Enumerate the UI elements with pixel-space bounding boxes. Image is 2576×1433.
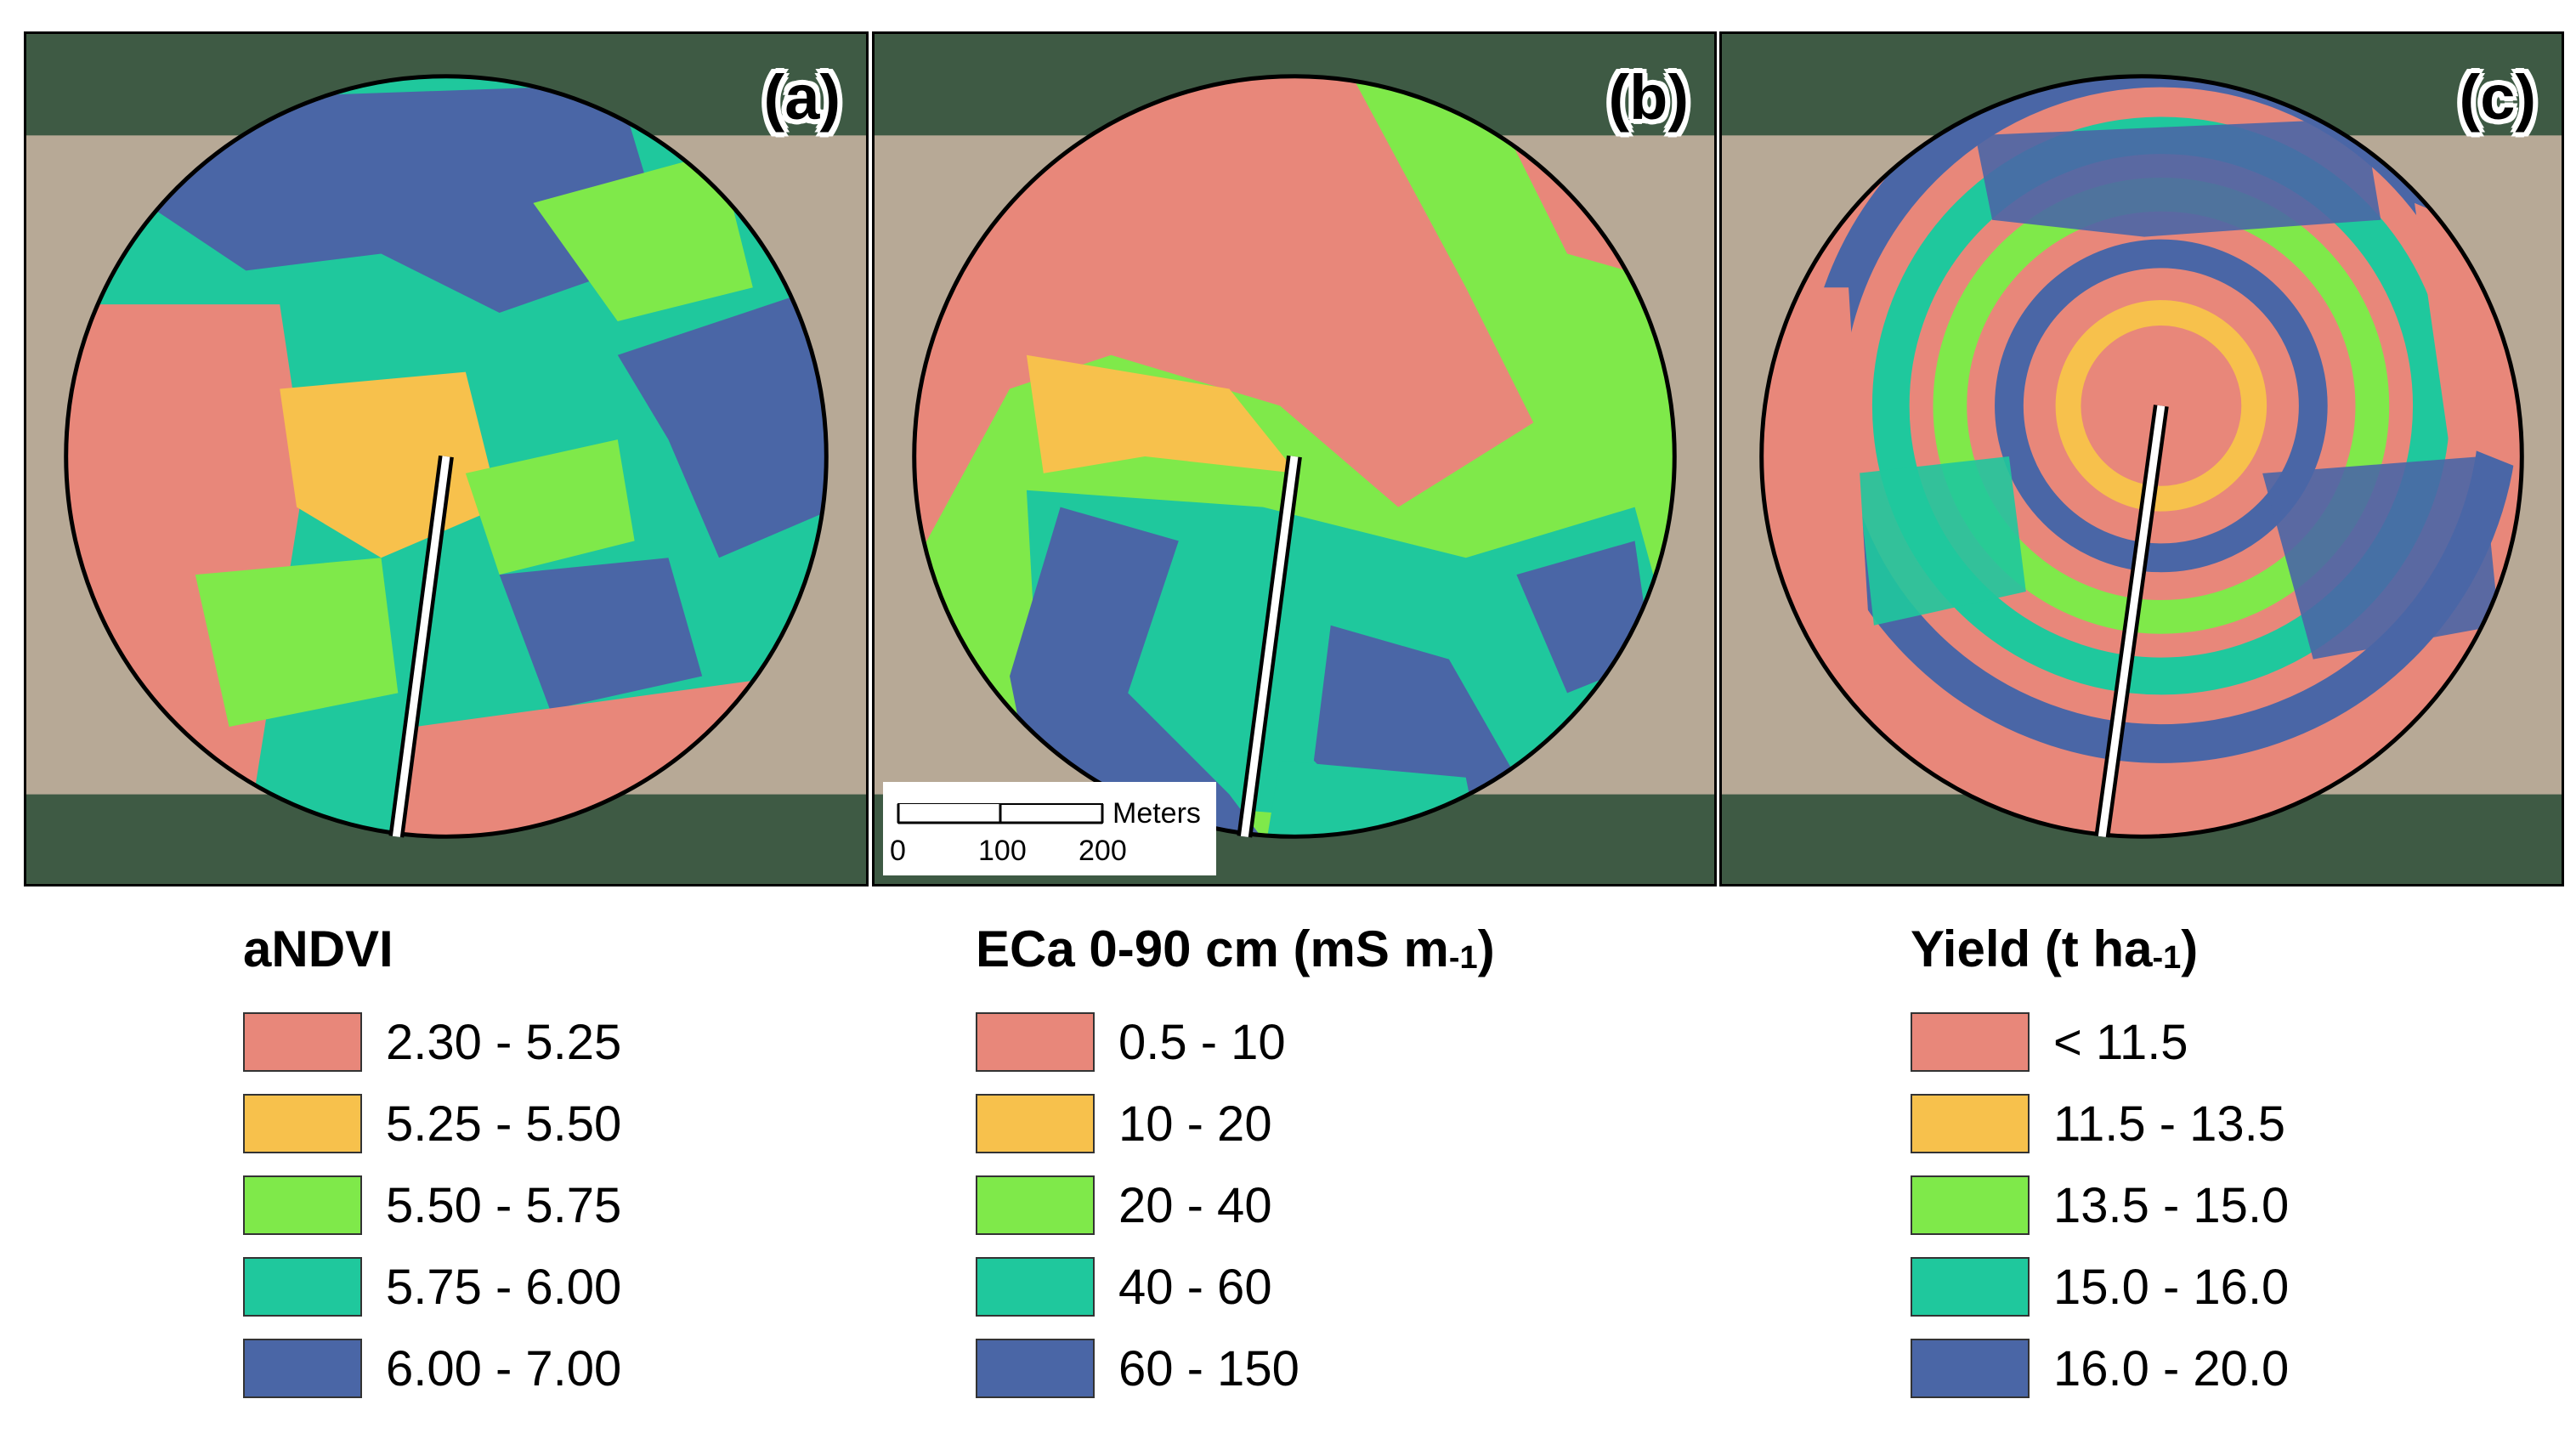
legend-eca: ECa 0-90 cm (mS m-1) 0.5 - 10 10 - 20 20…	[976, 920, 1495, 1409]
legend-label: 13.5 - 15.0	[2053, 1177, 2290, 1233]
map-panel-c: (c)	[1719, 31, 2564, 886]
zone-mid-low	[1026, 354, 1297, 473]
scale-unit-label: Meters	[1112, 797, 1201, 830]
zone-high	[499, 558, 703, 711]
legend-label: < 11.5	[2053, 1014, 2188, 1070]
legend-item: 10 - 20	[976, 1083, 1495, 1164]
legend-title-text: aNDVI	[243, 920, 393, 977]
panel-label: (b)	[1608, 62, 1690, 133]
zone-mid	[1857, 456, 2026, 626]
field-boundary	[1759, 74, 2524, 839]
scale-tick-label: 0	[890, 835, 906, 867]
pivot-track	[1240, 456, 1299, 837]
legend-item: 11.5 - 13.5	[1911, 1083, 2289, 1164]
yield-ring	[2055, 300, 2267, 512]
scale-tick-label: 100	[978, 835, 1027, 867]
legend-title-text: Yield (t ha	[1911, 920, 2153, 977]
andvi-zones	[65, 76, 827, 837]
field-boundary	[64, 74, 829, 839]
legend-item: 5.75 - 6.00	[243, 1246, 621, 1328]
legend-item: 2.30 - 5.25	[243, 1001, 621, 1083]
zone-low	[914, 76, 1534, 575]
legend-swatch	[1911, 1339, 2030, 1398]
legend-item: < 11.5	[1911, 1001, 2289, 1083]
legend-title: ECa 0-90 cm (mS m-1)	[976, 920, 1495, 979]
legend-item: 15.0 - 16.0	[1911, 1246, 2289, 1328]
zone-high	[1975, 118, 2381, 237]
legend-andvi: aNDVI 2.30 - 5.25 5.25 - 5.50 5.50 - 5.7…	[243, 920, 621, 1409]
legend-swatch	[976, 1094, 1095, 1153]
yield-ring	[1995, 239, 2328, 573]
legend-swatch	[1911, 1257, 2030, 1317]
zone-mid	[195, 558, 399, 728]
legend-item: 6.00 - 7.00	[243, 1328, 621, 1409]
legend-label: 15.0 - 16.0	[2053, 1259, 2290, 1315]
legend-item: 60 - 150	[976, 1328, 1495, 1409]
legend-item: 5.50 - 5.75	[243, 1164, 621, 1246]
zone-mid	[533, 152, 753, 321]
legend-label: 5.50 - 5.75	[386, 1177, 622, 1233]
zone-high	[127, 84, 669, 314]
legend-swatch	[1911, 1175, 2030, 1235]
eca-map	[875, 34, 1714, 884]
legend-item: 0.5 - 10	[976, 1001, 1495, 1083]
legend-label: 20 - 40	[1118, 1177, 1272, 1233]
legend-title-unit-exponent: -1	[2152, 940, 2182, 976]
scale-tick-label: 200	[1079, 835, 1127, 867]
legend-title-close: )	[1477, 920, 1495, 977]
field-boundary	[912, 74, 1677, 839]
legend-label: 2.30 - 5.25	[386, 1014, 622, 1070]
legend-swatch	[243, 1094, 362, 1153]
scale-bar-graphic	[897, 803, 1104, 824]
legend-swatch	[243, 1175, 362, 1235]
legend-item: 20 - 40	[976, 1164, 1495, 1246]
zone-high	[2262, 456, 2500, 660]
legend-label: 5.25 - 5.50	[386, 1096, 622, 1152]
pivot-track	[392, 456, 450, 837]
legend-title-close: )	[2181, 920, 2199, 977]
legend-swatch	[976, 1012, 1095, 1072]
zone-mid	[465, 439, 635, 575]
legend-swatch	[1911, 1094, 2030, 1153]
legend-label: 16.0 - 20.0	[2053, 1340, 2290, 1396]
legend-label: 10 - 20	[1118, 1096, 1272, 1152]
legend-label: 11.5 - 13.5	[2053, 1096, 2286, 1152]
zone-high	[1263, 760, 1483, 837]
eca-zones	[914, 76, 1675, 837]
legend-swatch	[243, 1257, 362, 1317]
scale-bar: Meters 0 100 200	[883, 782, 1216, 875]
legend-label: 6.00 - 7.00	[386, 1340, 622, 1396]
yield-map	[1722, 34, 2562, 884]
legend-swatch	[1911, 1012, 2030, 1072]
legend-title: aNDVI	[243, 920, 621, 979]
panel-label: (c)	[2459, 62, 2536, 133]
panel-label: (a)	[763, 62, 841, 133]
map-panel-b: (b) Meters 0 100 200	[872, 31, 1717, 886]
legend-label: 40 - 60	[1118, 1259, 1272, 1315]
legend-title-unit-exponent: -1	[1448, 940, 1478, 976]
legend-item: 5.25 - 5.50	[243, 1083, 621, 1164]
legend-swatch	[243, 1012, 362, 1072]
legend-swatch	[976, 1175, 1095, 1235]
legend-swatch	[243, 1339, 362, 1398]
andvi-map	[26, 34, 866, 884]
legend-item: 13.5 - 15.0	[1911, 1164, 2289, 1246]
legend-yield: Yield (t ha-1) < 11.5 11.5 - 13.5 13.5 -…	[1911, 920, 2289, 1409]
legend-item: 16.0 - 20.0	[1911, 1328, 2289, 1409]
legend-title: Yield (t ha-1)	[1911, 920, 2289, 979]
legend-item: 40 - 60	[976, 1246, 1495, 1328]
zone-high	[617, 287, 827, 558]
legend-swatch	[976, 1339, 1095, 1398]
pivot-track	[2098, 405, 2166, 837]
map-panel-a: (a)	[24, 31, 869, 886]
legend-label: 5.75 - 6.00	[386, 1259, 622, 1315]
legend-title-text: ECa 0-90 cm (mS m	[976, 920, 1449, 977]
legend-label: 0.5 - 10	[1118, 1014, 1286, 1070]
legend-swatch	[976, 1257, 1095, 1317]
legend-label: 60 - 150	[1118, 1340, 1299, 1396]
